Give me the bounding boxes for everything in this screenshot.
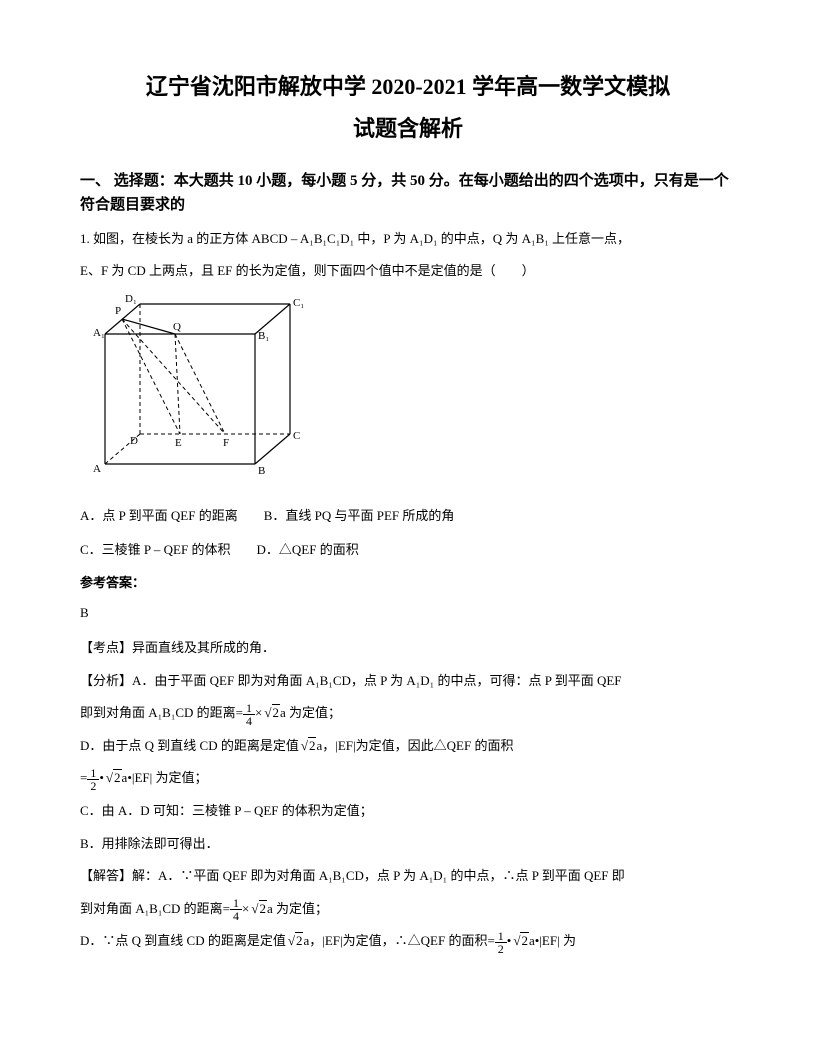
fenxi-d1-prefix: D．由于点 Q 到直线 CD 的距离是定值 bbox=[80, 738, 299, 753]
jieda-a2-prefix: 到对角面 A₁B₁CD 的距离= bbox=[80, 901, 230, 916]
svg-text:Q: Q bbox=[173, 321, 181, 333]
jieda-a1: 【解答】解：A．∵平面 QEF 即为对角面 A₁B₁CD，点 P 为 A₁D₁ … bbox=[80, 862, 736, 891]
fenxi-a: 【分析】A．由于平面 QEF 即为对角面 A₁B₁CD，点 P 为 A₁D₁ 的… bbox=[80, 667, 736, 696]
options-row1: A．点 P 到平面 QEF 的距离 B．直线 PQ 与平面 PEF 所成的角 bbox=[80, 503, 736, 529]
svg-text:E: E bbox=[175, 437, 182, 449]
svg-text:A₁: A₁ bbox=[93, 327, 105, 339]
svg-text:D: D bbox=[130, 435, 138, 447]
svg-text:A: A bbox=[93, 463, 101, 475]
fenxi-d1-mid: a，|EF|为定值，因此△QEF 的面积 bbox=[316, 738, 513, 753]
fenxi-d2: =12•2a•|EF| 为定值； bbox=[80, 764, 736, 793]
section-header: 一、 选择题：本大题共 10 小题，每小题 5 分，共 50 分。在每小题给出的… bbox=[80, 169, 736, 217]
jieda-d-mid: a，|EF|为定值，∴△QEF 的面积= bbox=[303, 933, 494, 948]
fenxi-a2: 即到对角面 A₁B₁CD 的距离=14×2a 为定值； bbox=[80, 699, 736, 728]
fenxi-d2-suffix: 为定值； bbox=[156, 770, 208, 785]
svg-text:F: F bbox=[223, 437, 229, 449]
jieda-d: D．∵点 Q 到直线 CD 的距离是定值2a，|EF|为定值，∴△QEF 的面积… bbox=[80, 927, 736, 956]
question-line2: E、F 为 CD 上两点，且 EF 的长为定值，则下面四个值中不是定值的是（ ） bbox=[80, 259, 736, 284]
options-row2: C．三棱锥 P – QEF 的体积 D．△QEF 的面积 bbox=[80, 537, 736, 563]
svg-text:P: P bbox=[115, 305, 121, 317]
jieda-a2: 到对角面 A₁B₁CD 的距离=14×2a 为定值； bbox=[80, 895, 736, 924]
svg-text:D₁: D₁ bbox=[125, 294, 137, 305]
jieda-d-suffix: 为 bbox=[563, 933, 576, 948]
page-title: 辽宁省沈阳市解放中学 2020-2021 学年高一数学文模拟 bbox=[80, 70, 736, 103]
option-d: D．△QEF 的面积 bbox=[257, 542, 359, 557]
kaodian: 【考点】异面直线及其所成的角． bbox=[80, 634, 736, 663]
page-subtitle: 试题含解析 bbox=[80, 109, 736, 149]
svg-text:C₁: C₁ bbox=[293, 297, 304, 309]
jieda-a2-suffix: 为定值； bbox=[276, 901, 328, 916]
question-line1: 1. 如图，在棱长为 a 的正方体 ABCD – A₁B₁C₁D₁ 中，P 为 … bbox=[80, 227, 736, 252]
fenxi-c: C．由 A．D 可知：三棱锥 P – QEF 的体积为定值； bbox=[80, 797, 736, 826]
answer-label: 参考答案： bbox=[80, 571, 736, 594]
svg-text:B₁: B₁ bbox=[258, 330, 269, 342]
option-a: A．点 P 到平面 QEF 的距离 bbox=[80, 508, 238, 523]
fenxi-d1: D．由于点 Q 到直线 CD 的距离是定值2a，|EF|为定值，因此△QEF 的… bbox=[80, 732, 736, 761]
jieda-d-prefix: D．∵点 Q 到直线 CD 的距离是定值 bbox=[80, 933, 286, 948]
fenxi-a2-prefix: 即到对角面 A₁B₁CD 的距离= bbox=[80, 705, 243, 720]
svg-text:C: C bbox=[293, 430, 300, 442]
option-b: B．直线 PQ 与平面 PEF 所成的角 bbox=[264, 508, 455, 523]
fenxi-b: B．用排除法即可得出． bbox=[80, 830, 736, 859]
cube-figure: D₁ C₁ A₁ B₁ P Q A B C D E F bbox=[85, 294, 736, 493]
fenxi-d2-prefix: = bbox=[80, 770, 87, 785]
fenxi-a2-suffix: 为定值； bbox=[289, 705, 341, 720]
answer-value: B bbox=[80, 601, 736, 624]
option-c: C．三棱锥 P – QEF 的体积 bbox=[80, 542, 230, 557]
svg-text:B: B bbox=[258, 465, 265, 477]
